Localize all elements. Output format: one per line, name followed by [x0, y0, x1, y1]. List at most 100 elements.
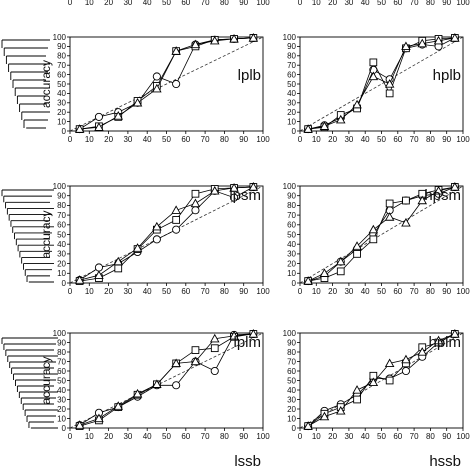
y-tick-label: 70	[287, 357, 296, 366]
series-line-square	[308, 37, 455, 130]
y-tick-label: 80	[287, 348, 296, 357]
circle-point	[229, 193, 239, 202]
circle-point	[152, 235, 161, 244]
triangle-point	[229, 183, 239, 192]
y-tick-label: 0	[292, 127, 297, 136]
square-point	[172, 216, 181, 224]
x-tick-label: 0	[68, 135, 73, 144]
triangle-point	[417, 38, 428, 48]
y-tick-label: 80	[57, 201, 66, 210]
y-tick-label: 80	[57, 52, 66, 61]
triangle-point	[335, 405, 346, 415]
square-point	[191, 346, 200, 354]
triangle-point	[303, 421, 313, 430]
circle-point	[152, 72, 161, 81]
triangle-point	[74, 275, 85, 284]
y-tick-label: 50	[57, 376, 66, 385]
panel-title: lpsm	[229, 187, 261, 204]
triangle-point	[229, 33, 239, 43]
x-tick-label: 60	[393, 135, 402, 144]
panel-title: hplb	[433, 67, 461, 84]
y-tick-label: 30	[57, 395, 66, 404]
x-tick-label: 90	[239, 432, 248, 441]
top-x-tick-label: 30	[123, 0, 132, 7]
series-line-circle	[307, 333, 456, 427]
square-point	[191, 189, 200, 198]
y-tick-label: 70	[57, 211, 66, 220]
top-x-tick-label: 60	[181, 0, 190, 7]
x-tick-label: 60	[181, 135, 190, 144]
triangle-point	[319, 268, 330, 277]
y-axis-label: accuracy	[39, 60, 53, 108]
x-tick-label: 50	[162, 135, 171, 144]
triangle-point	[368, 71, 379, 81]
triangle-point	[94, 122, 104, 131]
x-tick-label: 100	[256, 135, 270, 144]
triangle-point	[450, 182, 460, 191]
x-tick-label: 30	[123, 135, 132, 144]
y-tick-label: 50	[287, 80, 296, 89]
triangle-point	[384, 212, 395, 221]
x-tick-label: 30	[344, 287, 353, 296]
y-tick-label: 30	[57, 250, 66, 259]
y-tick-label: 50	[287, 230, 296, 239]
triangle-point	[94, 270, 104, 279]
series-line-square	[79, 186, 254, 282]
y-tick-label: 40	[287, 240, 296, 249]
square-point	[336, 267, 345, 276]
x-tick-label: 40	[143, 432, 152, 441]
triangle-point	[190, 39, 201, 49]
x-tick-label: 20	[104, 287, 113, 296]
y-tick-label: 90	[287, 338, 296, 347]
y-tick-label: 0	[62, 279, 67, 288]
square-point	[369, 58, 378, 67]
x-tick-label: 20	[104, 135, 113, 144]
triangle-point	[171, 46, 181, 55]
x-tick-label: 90	[442, 432, 451, 441]
plot-frame	[299, 36, 464, 132]
square-point	[210, 344, 219, 353]
triangle-point	[319, 121, 330, 130]
y-tick-label: 90	[287, 42, 296, 51]
y-tick-label: 100	[53, 33, 67, 42]
y-tick-label: 30	[287, 99, 296, 108]
y-tick-label: 10	[57, 117, 66, 126]
square-point	[402, 196, 410, 205]
x-tick-label: 60	[393, 287, 402, 296]
x-tick-label: 0	[298, 135, 303, 144]
y-tick-label: 0	[62, 424, 67, 433]
series-line-triangle	[79, 186, 254, 281]
circle-point	[94, 112, 103, 121]
x-tick-label: 30	[344, 432, 353, 441]
bottom-label: hssb	[429, 453, 461, 470]
tree-diagram	[1, 189, 54, 283]
top-x-tick-label: 0	[298, 0, 303, 7]
square-point	[385, 376, 394, 385]
panel-title: lplm	[233, 334, 261, 351]
triangle-point	[335, 114, 346, 124]
triangle-point	[132, 388, 143, 398]
top-x-tick-label: 20	[104, 0, 113, 7]
x-tick-label: 80	[220, 135, 229, 144]
panel-title: lplb	[238, 67, 261, 84]
circle-point	[210, 366, 219, 376]
x-tick-label: 80	[220, 432, 229, 441]
bottom-labels: lssb hssb	[234, 453, 461, 470]
triangle-point	[171, 205, 181, 214]
y-tick-label: 10	[287, 117, 296, 126]
series-line-circle	[79, 37, 254, 130]
x-tick-label: 20	[328, 432, 337, 441]
y-tick-label: 60	[287, 367, 296, 376]
x-tick-label: 10	[312, 135, 321, 144]
dendrograms	[1, 39, 58, 429]
x-tick-label: 70	[410, 287, 419, 296]
x-tick-label: 30	[344, 135, 353, 144]
x-tick-label: 50	[162, 287, 171, 296]
circle-point	[172, 79, 181, 89]
series-line-circle	[308, 37, 456, 130]
y-tick-label: 60	[57, 367, 66, 376]
top-x-tick-label: 50	[162, 0, 171, 7]
